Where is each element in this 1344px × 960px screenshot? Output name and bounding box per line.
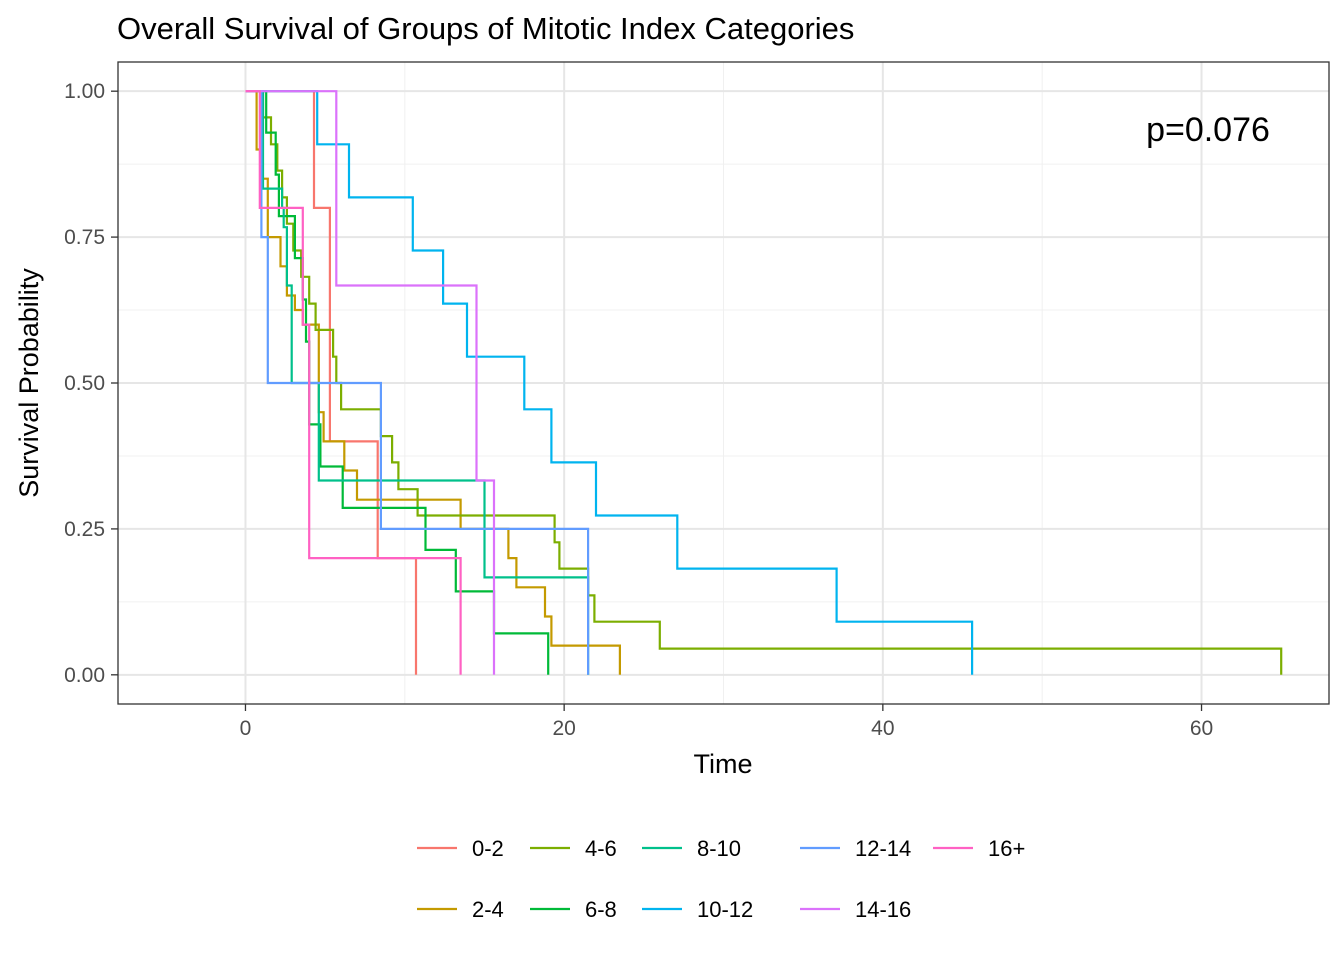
survival-curves xyxy=(245,90,1283,675)
series-line-12-14 xyxy=(245,90,590,675)
y-axis-title: Survival Probability xyxy=(14,268,44,498)
p-value-annotation: p=0.076 xyxy=(1146,111,1270,149)
axes: 0 20 40 60 0.00 0.25 0.50 0.75 1.00 xyxy=(64,80,1213,740)
y-tick-label: 0.00 xyxy=(64,664,105,687)
y-tick-label: 0.25 xyxy=(64,518,105,541)
series-line-14-16 xyxy=(245,90,496,675)
legend-label-16plus: 16+ xyxy=(988,836,1025,861)
legend: 0-2 2-4 4-6 6-8 8-10 10-12 12-14 14-16 16+ xyxy=(417,836,1025,922)
legend-label-0-2: 0-2 xyxy=(472,836,504,861)
legend-label-12-14: 12-14 xyxy=(855,836,911,861)
series-line-10-12 xyxy=(245,90,974,675)
legend-label-14-16: 14-16 xyxy=(855,897,911,922)
x-tick-label: 20 xyxy=(552,717,575,740)
series-line-16plus xyxy=(245,90,462,675)
series-line-2-4 xyxy=(245,90,621,675)
chart-title: Overall Survival of Groups of Mitotic In… xyxy=(117,11,854,46)
x-axis-title: Time xyxy=(694,749,753,779)
legend-label-4-6: 4-6 xyxy=(585,836,617,861)
y-tick-label: 0.50 xyxy=(64,372,105,395)
legend-label-2-4: 2-4 xyxy=(472,897,504,922)
x-tick-label: 40 xyxy=(871,717,894,740)
x-tick-label: 60 xyxy=(1190,717,1213,740)
y-tick-label: 1.00 xyxy=(64,80,105,103)
legend-label-8-10: 8-10 xyxy=(697,836,741,861)
y-tick-label: 0.75 xyxy=(64,226,105,249)
series-line-8-10 xyxy=(245,90,590,675)
x-tick-label: 0 xyxy=(240,717,252,740)
legend-label-6-8: 6-8 xyxy=(585,897,617,922)
legend-label-10-12: 10-12 xyxy=(697,897,753,922)
